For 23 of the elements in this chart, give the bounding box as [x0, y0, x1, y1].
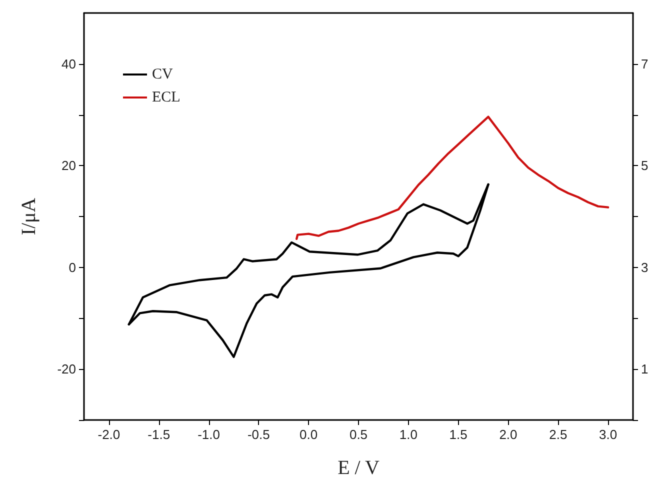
x-tick-label: 1.5: [449, 427, 468, 442]
x-tick-label: 3.0: [599, 427, 618, 442]
x-tick-label: -1.5: [148, 427, 170, 442]
x-tick-label: 2.0: [499, 427, 518, 442]
x-tick-label: -0.5: [247, 427, 270, 442]
x-tick-label: 1.0: [399, 427, 418, 442]
y-tick-label: 20: [62, 158, 76, 174]
x-tick-label: 2.5: [549, 427, 568, 442]
y2-tick-label: 3: [641, 260, 648, 275]
legend-label: ECL: [152, 90, 180, 106]
x-tick-label: 0.0: [300, 427, 318, 442]
y2-tick-label: 1: [641, 362, 648, 377]
y2-tick-label: 7: [641, 56, 648, 72]
y-tick-label: 40: [62, 56, 76, 72]
y-tick-label: -20: [57, 362, 76, 377]
x-axis-title: E / V: [338, 457, 380, 479]
legend-label: CV: [152, 66, 174, 82]
x-tick-label: -1.0: [198, 427, 220, 442]
y2-tick-label: 5: [641, 158, 648, 174]
x-tick-label: 0.5: [349, 427, 368, 442]
y-axis-title: I/μA: [18, 197, 40, 236]
y-tick-label: 0: [68, 260, 76, 275]
x-tick-label: -2.0: [98, 427, 120, 442]
